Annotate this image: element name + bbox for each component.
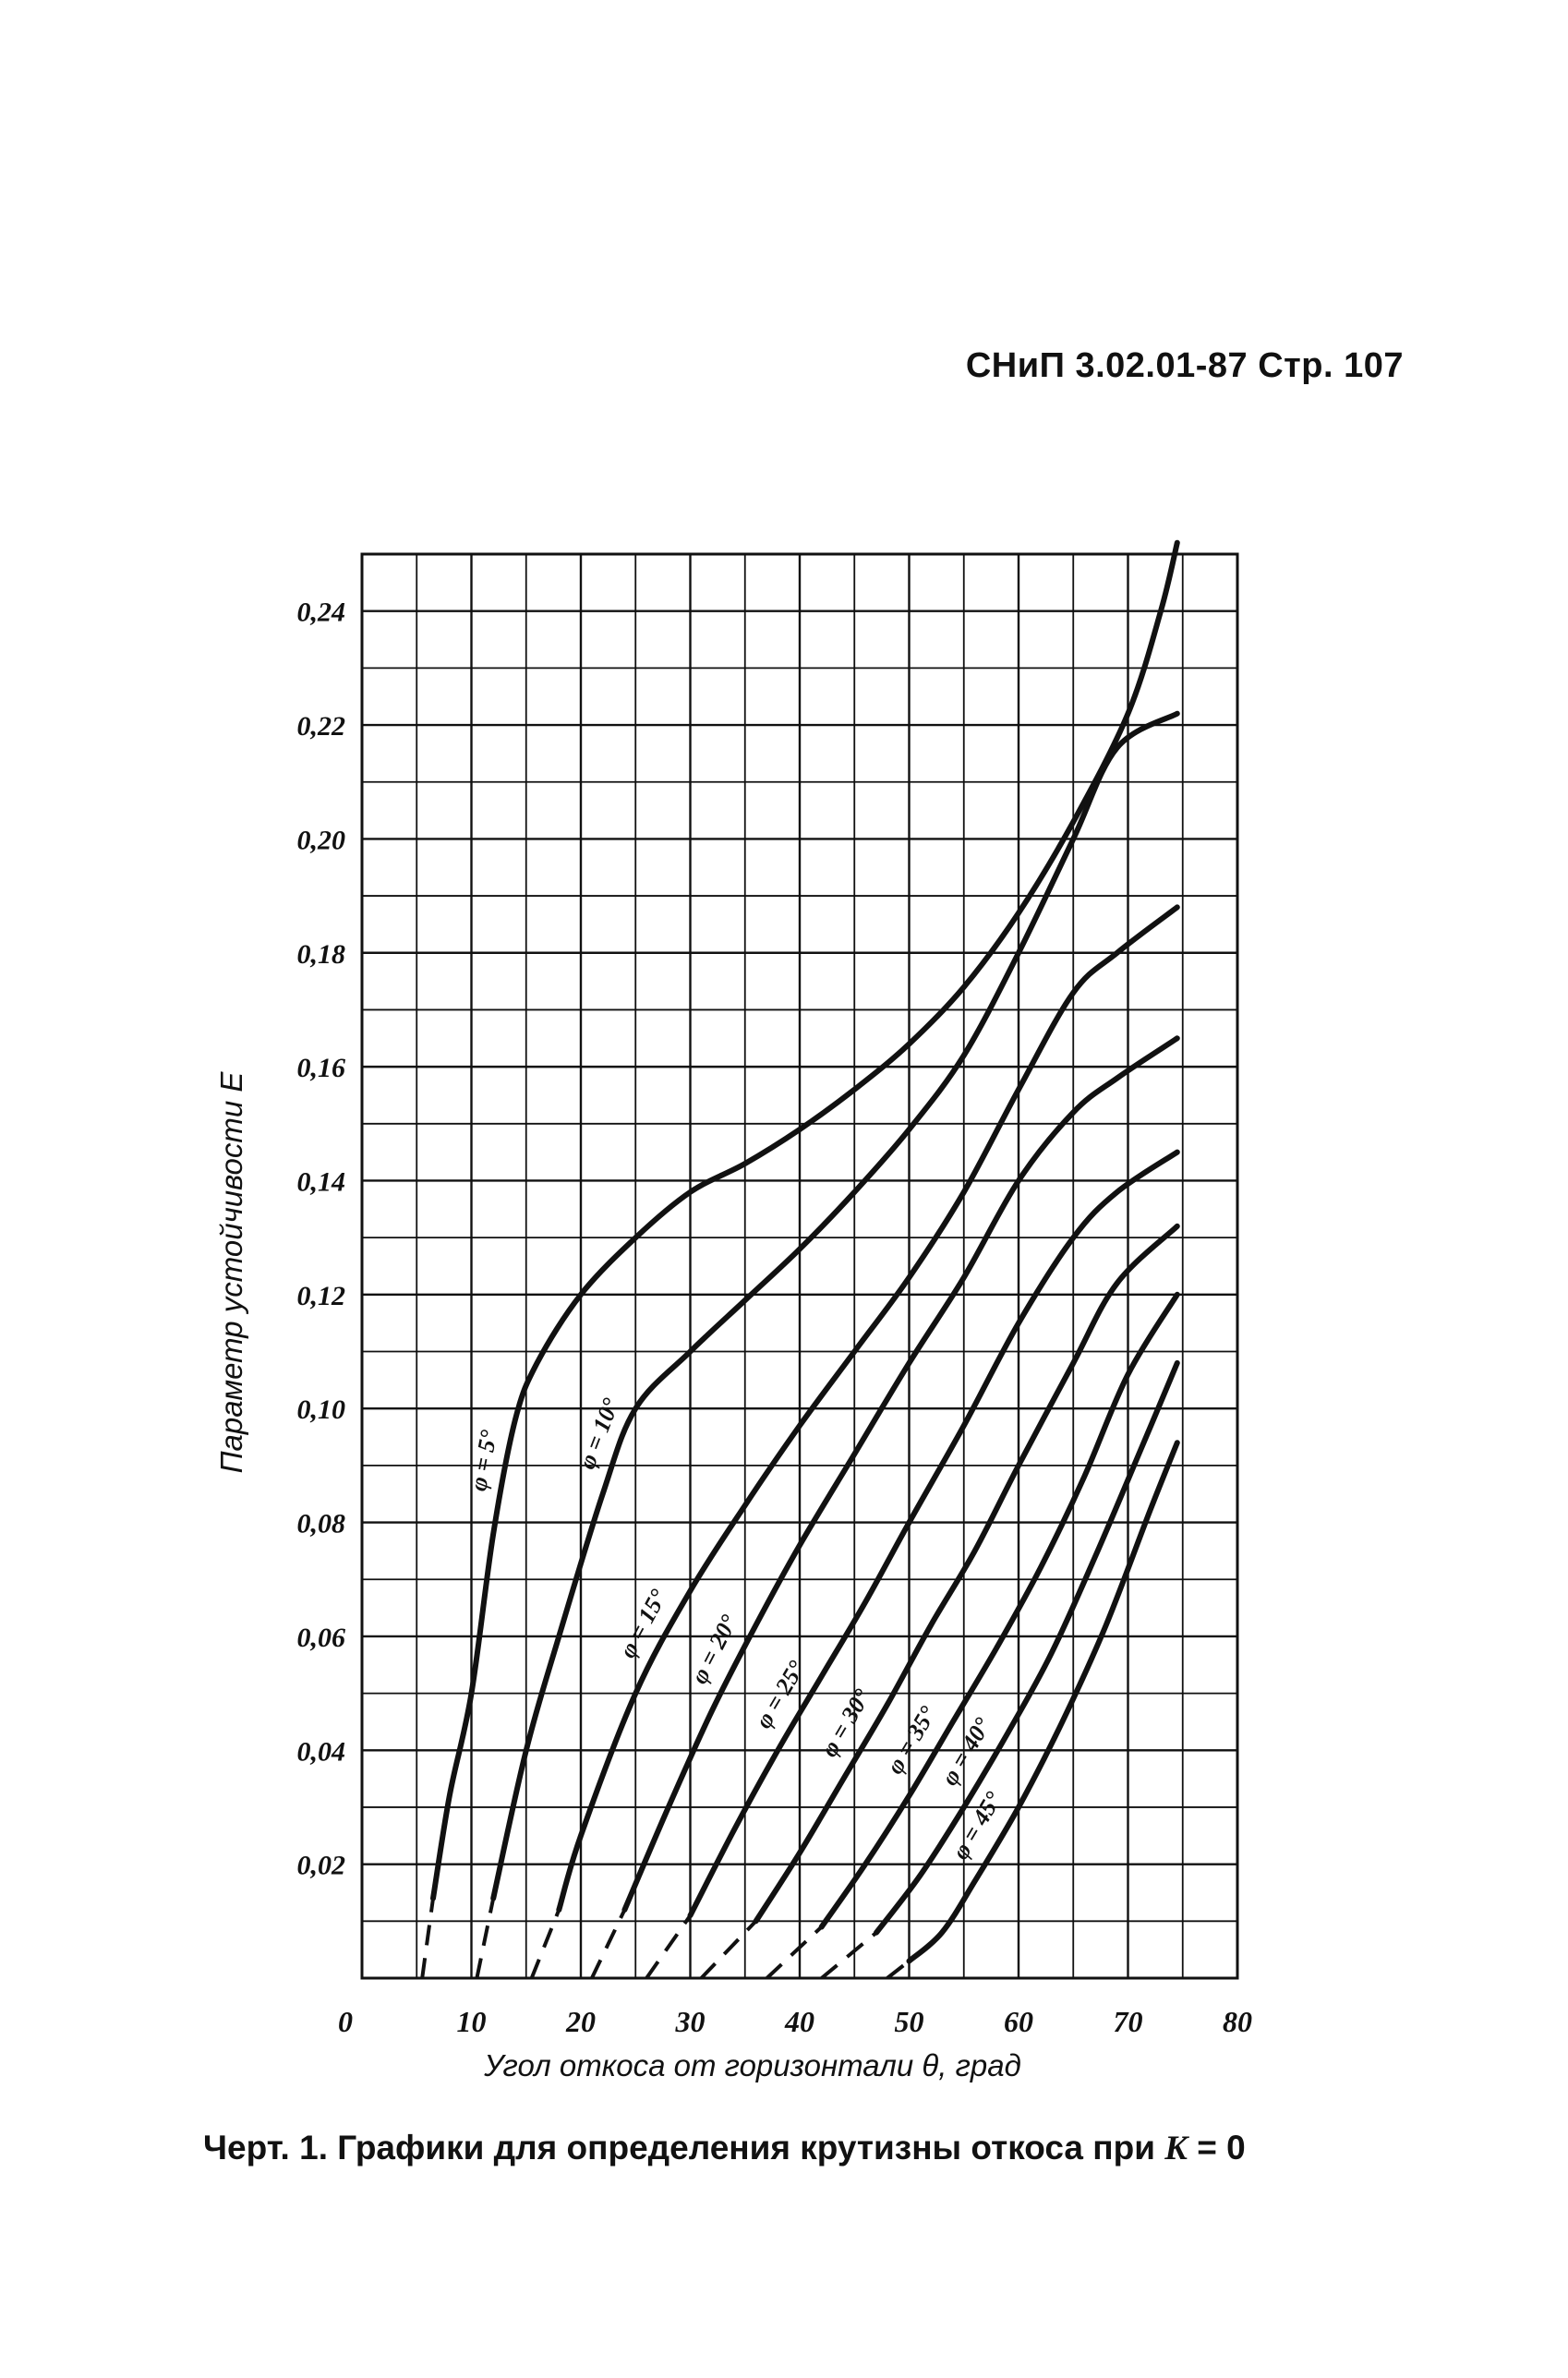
x-tick-label: 0 — [338, 2005, 353, 2038]
chart-grid — [360, 552, 1239, 1980]
chart-ticks: 0,02 0,04 0,06 0,08 0,10 0,12 0,14 0,16 0,18 0,20… — [297, 598, 1253, 2038]
y-tick-label: 0,14 — [297, 1166, 346, 1197]
page-header: СНиП 3.02.01-87 Стр. 107 — [965, 346, 1404, 385]
y-tick-label: 0,08 — [297, 1509, 346, 1539]
curve-line — [490, 710, 1180, 1901]
curve-dashed-segment — [475, 1898, 496, 1979]
y-tick-label: 0,20 — [297, 825, 346, 855]
x-axis-label: Угол откоса от горизонтали θ, град — [483, 2048, 1021, 2082]
curve-line — [556, 904, 1180, 1913]
y-tick-label: 0,02 — [297, 1851, 346, 1881]
curve-dashed-segment — [886, 1959, 911, 1980]
x-tick-label: 50 — [895, 2005, 924, 2038]
curve-dashed-segment — [820, 1931, 878, 1980]
x-tick-label: 20 — [565, 2005, 596, 2038]
y-axis-label: Параметр устойчивости E — [214, 1071, 248, 1474]
curve-dashed-segment — [420, 1898, 435, 1979]
caption-prefix: Черт. 1. Графики для определения крутизн… — [203, 2129, 1165, 2167]
curve-line — [687, 1149, 1180, 1919]
curve-line — [430, 539, 1180, 1901]
x-tick-label: 80 — [1223, 2005, 1252, 2038]
curve-label: φ = 25° — [750, 1656, 811, 1733]
y-tick-label: 0,04 — [297, 1736, 346, 1767]
y-tick-label: 0,24 — [297, 598, 346, 628]
y-tick-label: 0,06 — [297, 1623, 346, 1653]
y-tick-label: 0,16 — [297, 1053, 346, 1083]
chart-curves: φ = 5° φ = 10°φ = 15° φ = 20°φ = 25° φ = 30… — [420, 539, 1180, 1980]
caption-suffix: = 0 — [1187, 2129, 1246, 2167]
x-tick-label: 30 — [675, 2005, 706, 2038]
curve-line — [753, 1223, 1180, 1925]
curve-dashed-segment — [699, 1919, 758, 1980]
y-tick-label: 0,22 — [297, 711, 346, 742]
curve-dashed-segment — [590, 1909, 627, 1979]
y-tick-label: 0,18 — [297, 939, 346, 970]
figure-caption: Черт. 1. Графики для определения крутизн… — [203, 2129, 1404, 2168]
curve-dashed-segment — [645, 1914, 693, 1980]
curve-line — [906, 1440, 1180, 1964]
curve-line — [818, 1291, 1180, 1930]
x-tick-label: 70 — [1114, 2005, 1143, 2038]
x-tick-label: 40 — [784, 2005, 814, 2038]
chart-labels: Угол откоса от горизонтали θ, град Парам… — [214, 1071, 1021, 2082]
curve-dashed-segment — [529, 1909, 561, 1979]
x-tick-label: 10 — [457, 2005, 487, 2038]
y-tick-label: 0,10 — [297, 1394, 346, 1425]
y-tick-label: 0,12 — [297, 1281, 346, 1311]
caption-variable: K — [1164, 2130, 1188, 2167]
curve-label: φ = 20° — [685, 1610, 742, 1687]
curve-label: φ = 15° — [614, 1585, 672, 1662]
curve-label: φ = 35° — [881, 1701, 942, 1779]
stability-chart: φ = 5° φ = 10°φ = 15° φ = 20°φ = 25° φ = 30… — [214, 539, 1253, 2082]
curve-dashed-segment — [766, 1925, 824, 1980]
x-tick-label: 60 — [1004, 2005, 1033, 2038]
curve-line — [874, 1359, 1180, 1936]
curve-line — [621, 1035, 1180, 1913]
